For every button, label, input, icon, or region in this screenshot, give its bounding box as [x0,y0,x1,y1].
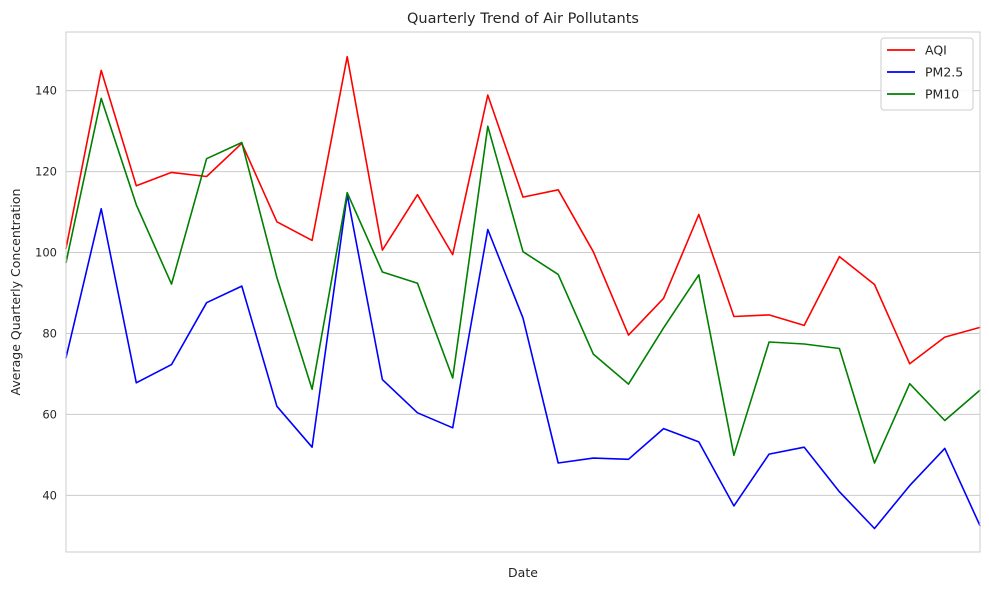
chart-title: Quarterly Trend of Air Pollutants [407,11,639,27]
series-line-pm2-5 [65,193,981,530]
y-tick-label: 60 [42,407,57,421]
series-lines [65,55,981,530]
legend: AQI PM2.5 PM10 [880,37,974,111]
y-tick-label: 40 [42,488,57,502]
series-line-aqi [65,55,981,365]
y-tick-label: 140 [35,84,57,98]
legend-box [880,37,974,111]
plot-frame [65,31,981,553]
plot-area [66,32,980,552]
x-axis-label: Date [508,565,538,580]
y-tick-label: 120 [35,165,57,179]
series-line-pm10 [65,97,981,464]
legend-label: AQI [925,43,947,58]
y-tick-label: 80 [42,326,57,340]
y-axis-label: Average Quarterly Concentration [8,189,23,396]
legend-label: PM10 [925,87,959,102]
y-axis-ticks: 40 60 80 100 120 140 [35,84,57,503]
y-tick-label: 100 [35,246,57,260]
legend-label: PM2.5 [925,65,963,80]
